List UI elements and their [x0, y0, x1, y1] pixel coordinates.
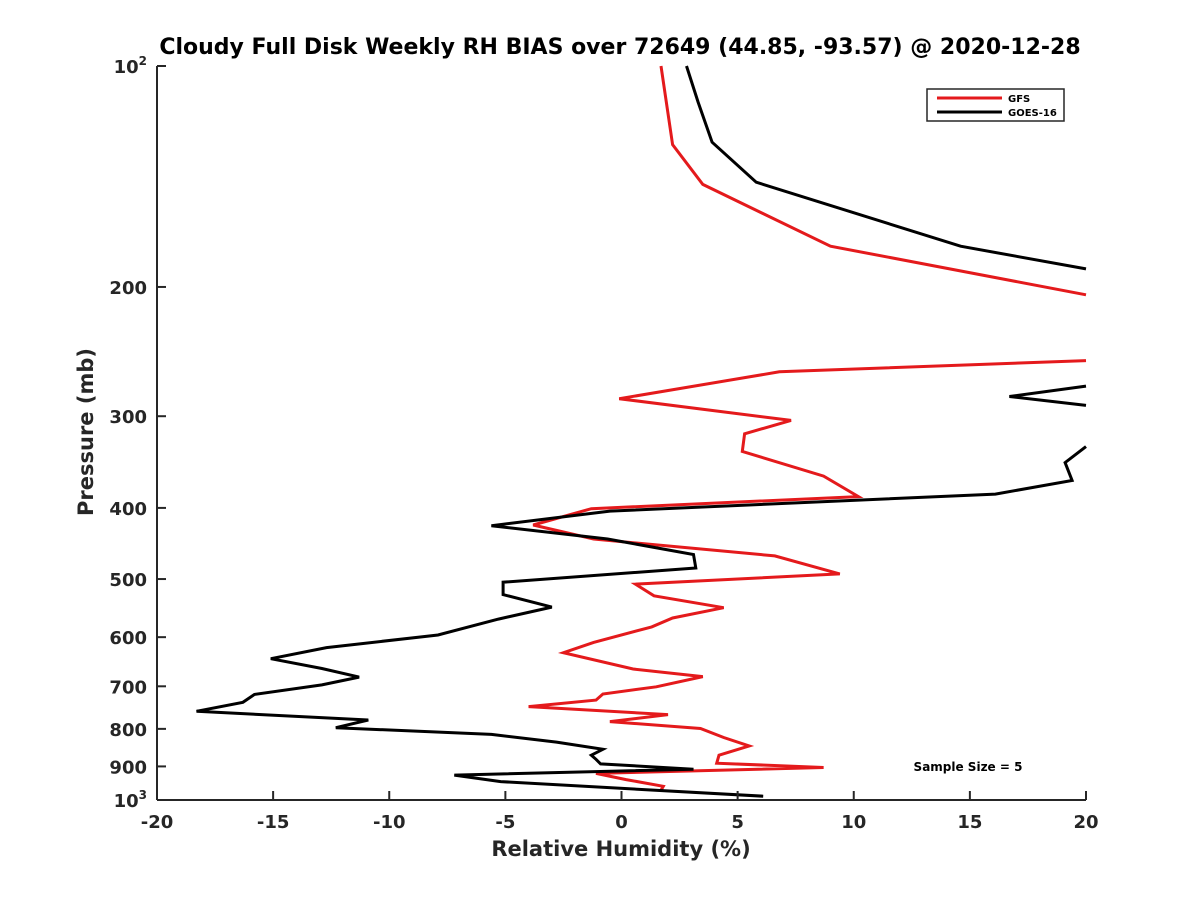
y-tick-label: 600 [109, 628, 147, 649]
legend: GFS GOES-16 [926, 88, 1065, 122]
series-gfs [528, 65, 1087, 792]
chart-title: Cloudy Full Disk Weekly RH BIAS over 726… [159, 35, 1080, 60]
x-tick-label: 10 [841, 812, 866, 833]
series-line-segment [659, 65, 1087, 297]
series-line-segment [196, 445, 1087, 798]
x-tick-label: -10 [373, 812, 406, 833]
series-layer [196, 65, 1087, 798]
y-tick-label: 200 [109, 278, 147, 299]
axes-layer: -20 -15 -10 -5 0 5 10 15 20 102 200 300 400 500 600 700… [109, 54, 1098, 833]
y-tick-label: 102 [114, 54, 147, 78]
sample-size-annotation: Sample Size = 5 [914, 760, 1023, 774]
y-tick-label: 700 [109, 677, 147, 698]
x-tick-label: -20 [141, 812, 174, 833]
y-tick-label: 300 [109, 407, 147, 428]
x-tick-label: 15 [957, 812, 982, 833]
series-line-segment [1009, 384, 1087, 407]
series-goes-16 [196, 65, 1087, 798]
series-line-segment [685, 65, 1087, 271]
y-tick-label: 500 [109, 570, 147, 591]
y-tick-label: 800 [109, 720, 147, 741]
legend-box [926, 88, 1065, 122]
legend-label: GFS [1008, 94, 1030, 105]
y-tick-label: 103 [114, 788, 147, 812]
x-tick-label: 20 [1073, 812, 1098, 833]
x-tick-label: 5 [731, 812, 744, 833]
x-axis-label: Relative Humidity (%) [491, 837, 750, 861]
y-tick-label: 400 [109, 499, 147, 520]
y-tick-label: 900 [109, 757, 147, 778]
x-tick-label: -5 [495, 812, 515, 833]
x-tick-label: 0 [615, 812, 628, 833]
x-tick-label: -15 [257, 812, 290, 833]
series-line-segment [528, 359, 1087, 792]
y-axis-label: Pressure (mb) [74, 348, 98, 516]
legend-label: GOES-16 [1008, 108, 1057, 119]
